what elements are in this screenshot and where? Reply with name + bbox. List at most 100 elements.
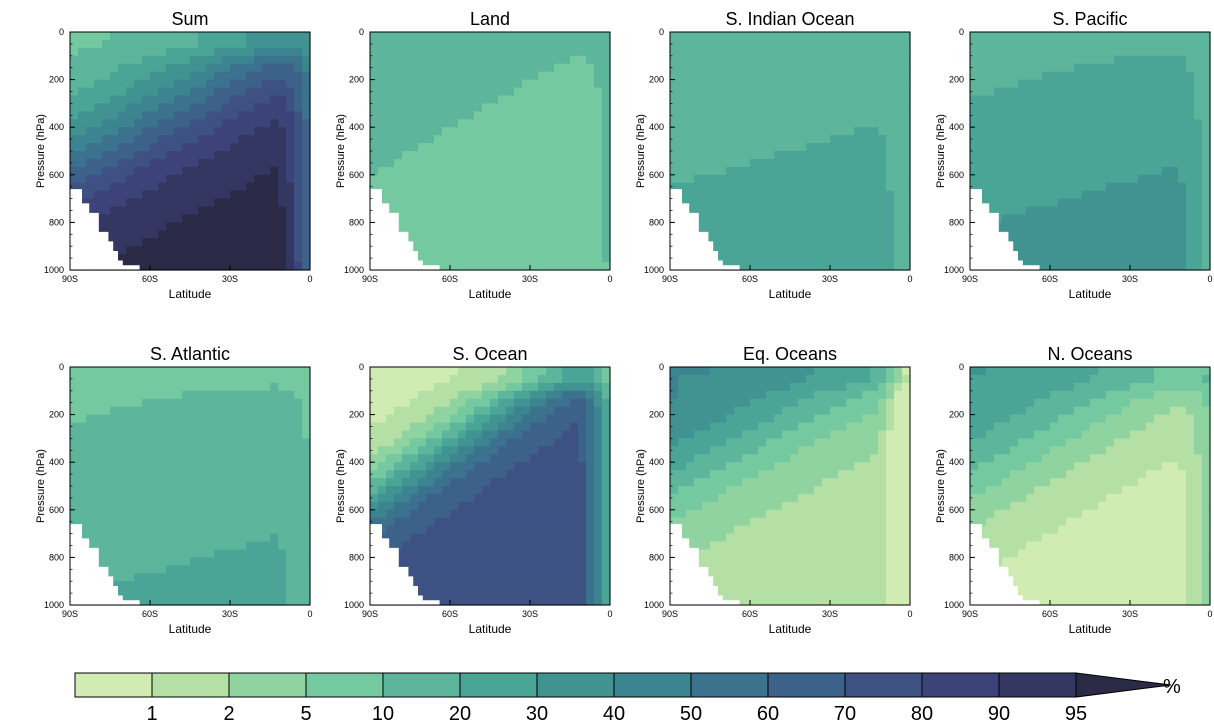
field-cell (1066, 158, 1075, 168)
field-cell (70, 390, 79, 400)
field-cell (554, 230, 563, 239)
field-cell (1186, 174, 1195, 184)
field-cell (278, 493, 287, 503)
field-cell (174, 597, 183, 606)
field-cell (102, 87, 111, 97)
field-cell (450, 166, 459, 176)
field-cell (70, 87, 79, 97)
field-cell (286, 414, 295, 424)
field-cell (578, 32, 587, 41)
field-cell (862, 182, 871, 192)
field-cell (1170, 79, 1179, 89)
field-cell (782, 63, 791, 73)
field-cell (846, 95, 855, 104)
field-cell (78, 166, 87, 176)
field-cell (482, 214, 491, 223)
field-cell (774, 254, 783, 263)
field-cell (102, 127, 111, 136)
field-cell (426, 63, 435, 73)
field-cell (506, 214, 515, 223)
field-cell (262, 462, 271, 471)
field-cell (198, 470, 207, 479)
field-cell (206, 367, 215, 376)
field-cell (262, 230, 271, 239)
field-cell (238, 206, 247, 216)
field-cell (230, 135, 239, 144)
field-cell (830, 214, 839, 223)
x-tick-label: 0 (307, 274, 312, 284)
field-cell (1082, 111, 1091, 120)
field-cell (222, 470, 231, 479)
field-cell (846, 79, 855, 89)
field-cell (702, 182, 711, 192)
field-cell (1202, 143, 1211, 152)
field-cell (302, 462, 311, 471)
field-cell (198, 454, 207, 463)
field-cell (806, 79, 815, 89)
field-cell (230, 446, 239, 455)
field-cell (110, 382, 119, 392)
field-cell (102, 454, 111, 463)
field-cell (602, 151, 611, 160)
field-cell (278, 462, 287, 471)
field-cell (70, 470, 79, 479)
field-cell (378, 182, 387, 192)
field-cell (182, 87, 191, 97)
field-cell (474, 143, 483, 152)
field-cell (410, 166, 419, 176)
field-cell (514, 87, 523, 97)
field-cell (262, 541, 271, 551)
y-tick-label: 1000 (644, 265, 664, 275)
field-cell (198, 55, 207, 65)
field-cell (198, 262, 207, 271)
field-cell (530, 127, 539, 136)
field-cell (1074, 246, 1083, 255)
field-cell (1082, 79, 1091, 89)
field-cell (1202, 182, 1211, 192)
field-cell (742, 238, 751, 247)
field-cell (594, 246, 603, 255)
field-cell (838, 182, 847, 192)
field-cell (994, 79, 1003, 89)
field-cell (854, 127, 863, 136)
field-cell (498, 174, 507, 184)
field-cell (1170, 71, 1179, 81)
field-cell (370, 398, 379, 408)
field-cell (1106, 135, 1115, 144)
field-cell (190, 63, 199, 73)
field-cell (586, 190, 595, 200)
field-cell (86, 198, 95, 208)
field-cell (182, 47, 191, 57)
y-axis-label: Pressure (hPa) (635, 114, 647, 188)
field-cell (1042, 190, 1051, 200)
y-tick-label: 200 (49, 75, 64, 85)
field-cell (246, 478, 255, 487)
field-cell (214, 573, 223, 582)
field-cell (118, 470, 127, 479)
field-cell (286, 230, 295, 239)
field-cell (578, 63, 587, 73)
field-cell (766, 214, 775, 223)
field-cell (586, 382, 595, 392)
field-cell (782, 127, 791, 136)
field-cell (378, 95, 387, 104)
field-cell (166, 454, 175, 463)
field-cell (278, 533, 287, 543)
field-cell (302, 597, 311, 606)
field-cell (1146, 95, 1155, 104)
field-cell (586, 55, 595, 65)
field-cell (670, 95, 679, 104)
field-cell (118, 111, 127, 120)
field-cell (1178, 135, 1187, 144)
field-cell (1050, 198, 1059, 208)
field-cell (870, 127, 879, 136)
field-cell (602, 71, 611, 81)
field-cell (586, 135, 595, 144)
field-cell (814, 143, 823, 152)
field-cell (1154, 135, 1163, 144)
field-cell (538, 214, 547, 223)
field-cell (1026, 103, 1035, 112)
field-cell (578, 103, 587, 112)
field-cell (1186, 262, 1195, 271)
field-cell (134, 509, 143, 519)
